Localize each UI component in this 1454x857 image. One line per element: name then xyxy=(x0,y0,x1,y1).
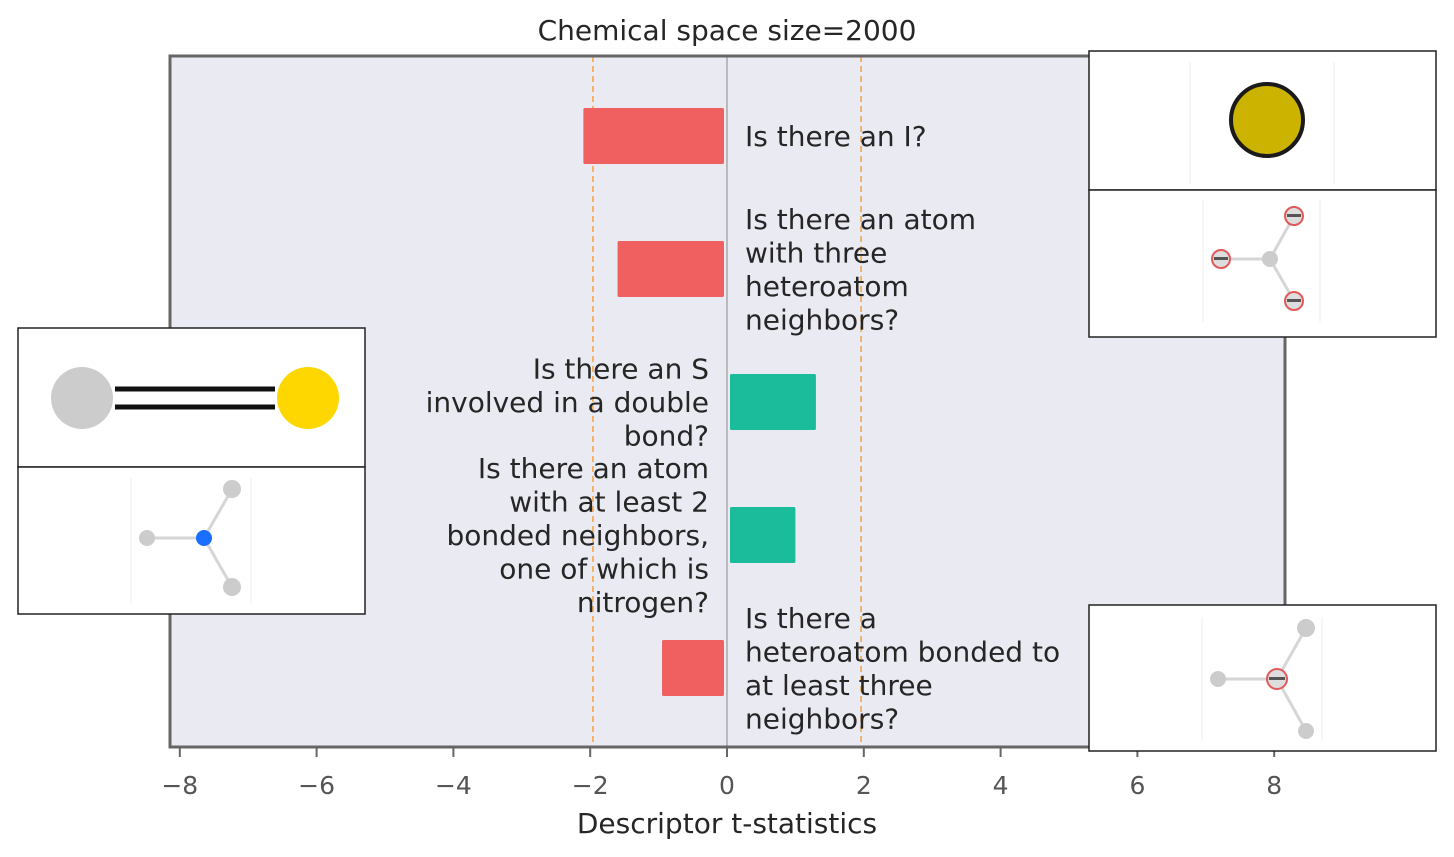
bars xyxy=(583,108,816,696)
bar-label-line: heteroatom xyxy=(745,270,909,303)
bar-label-line: Is there an S xyxy=(533,353,709,386)
bar-label-line: Is there an I? xyxy=(745,120,927,153)
bar-labels: Is there an I?Is there an atom with three… xyxy=(426,120,1060,735)
bar-label-line: neighbors? xyxy=(745,702,899,735)
three-heteroatom-neighbors-icon xyxy=(1088,189,1437,338)
iodine-atom-icon xyxy=(1088,50,1437,191)
nitrogen-neighbor-icon xyxy=(17,466,366,615)
bar-1 xyxy=(617,241,724,297)
chart-title: Chemical space size=2000 xyxy=(538,14,917,47)
x-tick-label: −6 xyxy=(298,771,335,800)
bar-label-line: with at least 2 xyxy=(509,486,709,519)
x-tick-label: 0 xyxy=(719,771,735,800)
bar-label-line: at least three xyxy=(745,669,933,702)
bar-label-line: involved in a double xyxy=(426,386,709,419)
bar-label-line: nitrogen? xyxy=(577,586,709,619)
heteroatom-three-neighbors-icon xyxy=(1088,604,1437,752)
x-tick-label: 6 xyxy=(1129,771,1145,800)
bar-label-line: bond? xyxy=(624,420,709,453)
bar-label-line: bonded neighbors, xyxy=(447,519,710,552)
bar-label-0: Is there an I? xyxy=(745,120,927,153)
bar-label-line: Is there a xyxy=(745,602,877,635)
reference-lines xyxy=(592,56,862,747)
bar-label-4: Is there a heteroatom bonded to at least t… xyxy=(745,602,1060,736)
x-axis-label: Descriptor t-statistics xyxy=(577,807,877,840)
sulfur-double-bond-icon xyxy=(17,327,366,468)
x-tick-label: −2 xyxy=(572,771,609,800)
bar-label-3: Is there an atom with at least 2 bonded ne… xyxy=(447,452,710,619)
bar-label-line: Is there an atom xyxy=(745,203,976,236)
bar-label-line: Is there an atom xyxy=(478,452,709,485)
bar-label-line: one of which is xyxy=(499,553,709,586)
bar-label-line: neighbors? xyxy=(745,303,899,336)
bar-0 xyxy=(583,108,724,164)
bar-2 xyxy=(730,374,816,430)
x-tick-label: 8 xyxy=(1266,771,1282,800)
bar-label-line: heteroatom bonded to xyxy=(745,635,1060,668)
bar-4 xyxy=(662,640,724,696)
x-tick-label: 2 xyxy=(856,771,872,800)
bar-3 xyxy=(730,507,796,563)
x-tick-label: −8 xyxy=(161,771,198,800)
x-tick-label: 4 xyxy=(993,771,1009,800)
bar-label-1: Is there an atom with three heteroatom neig… xyxy=(745,203,976,337)
x-axis: −8 −6 −4 −2 0 2 4 6 8 xyxy=(161,747,1282,800)
bar-label-line: with three xyxy=(745,236,887,269)
x-tick-label: −4 xyxy=(435,771,472,800)
